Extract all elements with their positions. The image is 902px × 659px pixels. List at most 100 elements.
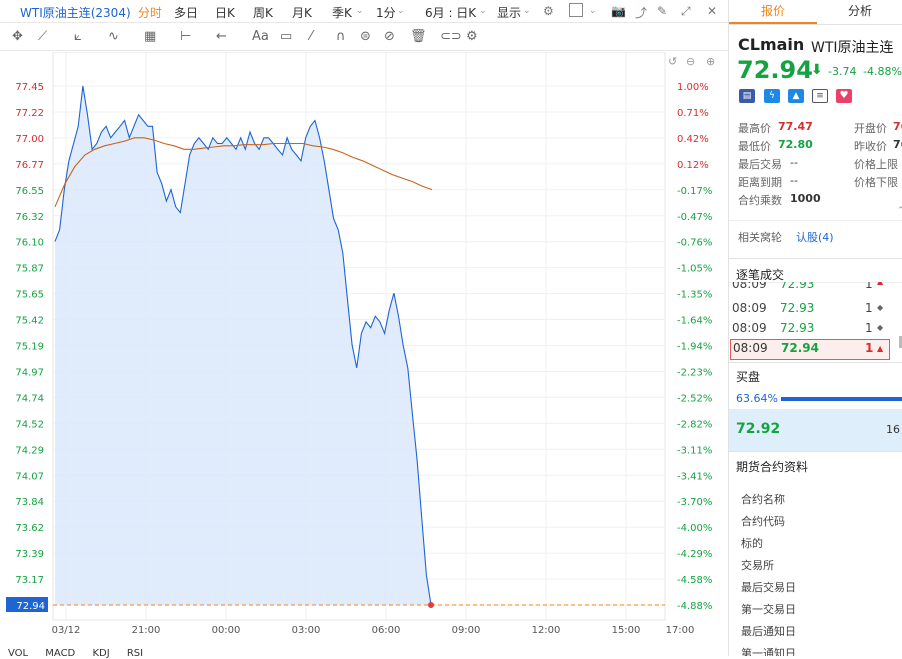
channel-icon[interactable]: ⟀ xyxy=(74,29,82,44)
zoom-out-icon[interactable]: ⊖ xyxy=(686,55,696,68)
undo-icon[interactable]: ↺ xyxy=(668,55,678,68)
chart-canvas[interactable]: 77.45 1.00% 77.22 0.71% 77.00 0.42% 76.77 0.12%… xyxy=(0,51,728,656)
pct-tick-label: -3.41% xyxy=(677,471,712,482)
camera-icon[interactable]: 📷 xyxy=(611,4,626,18)
x-tick-label: 03:00 xyxy=(292,625,321,636)
subscription-link[interactable]: 认股(4) xyxy=(796,231,834,244)
share-icon[interactable]: ⤴ xyxy=(635,6,648,20)
limit-down-label: 价格下限 xyxy=(854,176,898,189)
tab-multiday[interactable]: 多日 xyxy=(174,6,199,20)
tab-week-k[interactable]: 周K xyxy=(253,6,273,20)
trash-icon[interactable]: 🗑 xyxy=(410,29,427,44)
y-tick-label: 77.45 xyxy=(15,82,44,93)
y-tick-label: 74.07 xyxy=(15,471,44,482)
pct-tick-label: -0.76% xyxy=(677,238,712,249)
note-icon[interactable]: ≡ xyxy=(812,89,828,103)
y-tick-label: 73.62 xyxy=(15,523,44,534)
bid-volume: 16 xyxy=(886,423,900,436)
plot-frame xyxy=(52,51,666,621)
diamond-icon: ◆ xyxy=(877,323,884,332)
prev-close-label: 昨收价 xyxy=(854,140,887,153)
building-icon[interactable]: ▲ xyxy=(788,89,804,103)
magnet-icon[interactable]: ∩ xyxy=(336,29,346,44)
tab-day-k[interactable]: 日K xyxy=(215,6,235,20)
chevron-down-icon[interactable]: ⌄ xyxy=(356,6,364,16)
pct-tick-label: -4.88% xyxy=(677,601,712,612)
comment-icon[interactable]: ▭ xyxy=(280,29,293,44)
price-line xyxy=(54,85,432,606)
days-to-expiry-value: -- xyxy=(790,174,798,187)
trend-line-icon[interactable]: ⟋ xyxy=(38,29,48,44)
scrollbar[interactable] xyxy=(899,336,902,348)
indicator-tabs[interactable]: VOL MACD KDJ RSI xyxy=(8,648,144,659)
low-value: 72.80 xyxy=(778,138,813,151)
info-first-trade-day: 第一交易日 xyxy=(741,603,796,616)
settings-icon[interactable]: ⚙ xyxy=(543,4,554,18)
last-price-marker xyxy=(6,597,48,612)
wave-icon[interactable]: ∿ xyxy=(108,29,119,44)
layout-icon[interactable] xyxy=(569,3,583,17)
fullscreen-icon[interactable]: ⤢ xyxy=(681,4,691,18)
crosshair-icon[interactable]: ✥ xyxy=(12,29,23,44)
limit-up-label: 价格上限 xyxy=(854,158,898,171)
tab-season-k[interactable]: 季K xyxy=(332,6,352,20)
pct-tick-label: -0.47% xyxy=(677,212,712,223)
flash-icon[interactable]: ϟ xyxy=(764,89,780,103)
ruler-icon[interactable]: ⁄ xyxy=(310,29,313,44)
up-arrow-icon: ▲ xyxy=(877,344,884,353)
y-tick-label: 76.77 xyxy=(15,160,44,171)
measure-icon[interactable]: ⊢ xyxy=(180,29,192,44)
price-change-pct: -4.88% xyxy=(863,65,902,78)
down-arrow-icon: ⬇ xyxy=(811,62,823,78)
open-value: 76 xyxy=(893,120,902,133)
price-change: -3.74 xyxy=(828,65,857,78)
open-label: 开盘价 xyxy=(854,122,887,135)
pct-tick-label: -1.64% xyxy=(677,316,712,327)
x-tick-label: 15:00 xyxy=(612,625,641,636)
x-tick-label: 00:00 xyxy=(212,625,241,636)
symbol-name: WTI原油主连 xyxy=(811,40,894,56)
chevron-down-icon[interactable]: ⌄ xyxy=(523,6,531,16)
high-value: 77.47 xyxy=(778,120,813,133)
drawing-toolbar: ✥ ⟋ ⟀ ∿ ▦ ⊢ ← Aa ▭ ⁄ ∩ ⊜ ⊘ 🗑 ⊂⊃ ⚙ xyxy=(0,23,728,51)
tab-month-k[interactable]: 月K xyxy=(292,6,312,20)
tab-quote[interactable]: 报价 xyxy=(729,0,817,24)
last-price-dot xyxy=(428,602,434,608)
tab-intraday[interactable]: 分时 xyxy=(138,6,163,20)
y-tick-label: 75.19 xyxy=(15,342,44,353)
tab-analysis[interactable]: 分析 xyxy=(847,4,872,18)
y-tick-label: 75.65 xyxy=(15,290,44,301)
price-chart[interactable]: 77.45 1.00% 77.22 0.71% 77.00 0.42% 76.77 0.12%… xyxy=(0,51,728,659)
heart-icon[interactable]: ♥ xyxy=(836,89,852,103)
chevron-down-icon[interactable]: ⌄ xyxy=(589,6,597,16)
display-menu[interactable]: 显示 xyxy=(497,6,522,20)
chevron-up-icon[interactable]: ⌃ xyxy=(897,206,902,216)
gear-icon[interactable]: ⚙ xyxy=(466,29,478,44)
lock-icon[interactable]: ⊜ xyxy=(360,29,371,44)
high-label: 最高价 xyxy=(738,122,771,135)
tick-trades-title: 逐笔成交 xyxy=(736,268,785,282)
close-icon[interactable]: ✕ xyxy=(707,4,718,18)
symbol-selector[interactable]: WTI原油主连(2304) xyxy=(20,6,131,20)
y-tick-label: 74.52 xyxy=(15,419,44,430)
pencil-icon[interactable]: ✎ xyxy=(657,4,668,18)
pct-tick-label: -4.00% xyxy=(677,523,712,534)
info-contract-code: 合约代码 xyxy=(741,515,785,528)
fibonacci-icon[interactable]: ▦ xyxy=(144,29,157,44)
text-icon[interactable]: Aa xyxy=(252,29,269,44)
tab-minute[interactable]: 1分 xyxy=(376,6,396,20)
bid-price: 72.92 xyxy=(736,421,781,437)
buy-ratio-bar xyxy=(781,397,902,401)
buy-side-title: 买盘 xyxy=(736,370,761,384)
chevron-down-icon[interactable]: ⌄ xyxy=(397,6,405,16)
chevron-down-icon[interactable]: ⌄ xyxy=(479,6,487,16)
last-price: 72.94 xyxy=(737,56,813,84)
symbol-code: CLmain xyxy=(738,35,805,54)
multiplier-value: 1000 xyxy=(790,192,821,205)
zoom-in-icon[interactable]: ⊕ xyxy=(706,55,716,68)
range-selector[interactable]: 6月 : 日K xyxy=(425,6,477,20)
arrow-icon[interactable]: ← xyxy=(216,29,227,44)
x-tick-label: 03/12 xyxy=(52,625,81,636)
link-icon[interactable]: ⊂⊃ xyxy=(440,29,462,44)
hide-icon[interactable]: ⊘ xyxy=(384,29,395,44)
